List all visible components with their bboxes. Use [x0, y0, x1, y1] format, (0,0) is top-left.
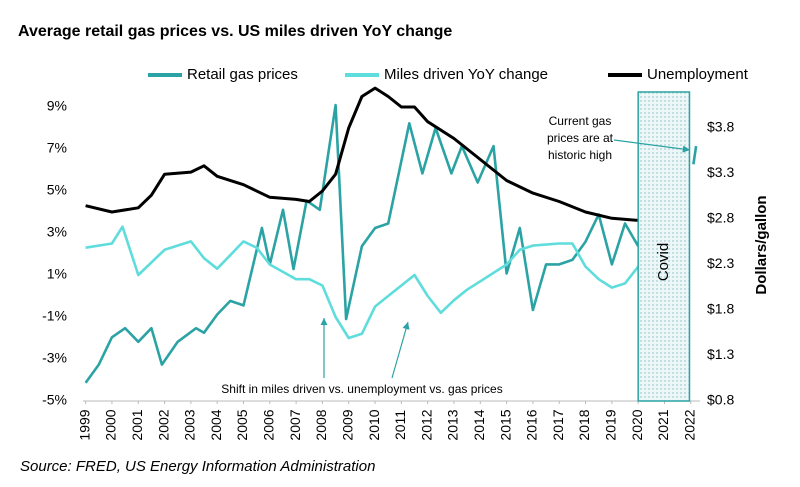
annotation-arrow — [391, 321, 410, 379]
x-tick-label: 2006 — [261, 409, 277, 440]
x-tick-label: 2004 — [208, 409, 224, 440]
x-tick-label: 2020 — [629, 409, 645, 440]
y2-tick-label: $2.3 — [707, 255, 734, 271]
chart-title: Average retail gas prices vs. US miles d… — [18, 23, 452, 40]
annotation: prices are at — [547, 131, 614, 145]
y-tick-label: 5% — [47, 182, 67, 198]
y-tick-label: 7% — [47, 140, 67, 156]
x-tick-label: 2013 — [445, 409, 461, 440]
y2-tick-label: $3.3 — [707, 164, 734, 180]
x-tick-label: 2011 — [392, 410, 408, 440]
x-tick-label: 2014 — [471, 409, 487, 440]
annotation: Shift in miles driven vs. unemployment v… — [221, 382, 502, 396]
y2-tick-label: $2.8 — [707, 210, 734, 226]
x-tick-label: 2022 — [681, 409, 697, 440]
y2-tick-label: $1.8 — [707, 301, 734, 317]
x-tick-label: 1999 — [76, 409, 92, 440]
legend-label: Unemployment — [647, 66, 749, 83]
x-tick-label: 2009 — [339, 409, 355, 440]
y2-tick-label: $3.8 — [707, 119, 734, 135]
series-line — [84, 103, 698, 384]
x-tick-label: 2015 — [497, 409, 513, 440]
annotation: historic high — [548, 148, 612, 162]
source: Source: FRED, US Energy Information Admi… — [20, 458, 375, 475]
x-tick-label: 2002 — [155, 409, 171, 440]
covid-region — [637, 91, 691, 402]
annotation: Current gas — [549, 114, 612, 128]
covid-label: Covid — [655, 243, 672, 281]
legend-label: Retail gas prices — [187, 66, 298, 83]
x-tick-label: 2016 — [524, 409, 540, 440]
y-tick-label: 1% — [47, 266, 67, 282]
x-tick-label: 2017 — [550, 409, 566, 440]
x-tick-label: 2000 — [103, 409, 119, 440]
x-tick-label: 2019 — [603, 409, 619, 440]
y2-tick-label: $1.3 — [707, 346, 734, 362]
legend-label: Miles driven YoY change — [384, 66, 548, 83]
y-tick-label: 3% — [47, 224, 67, 240]
annotation-arrow — [613, 139, 691, 153]
y-tick-label: -3% — [42, 350, 67, 366]
x-tick-label: 2021 — [655, 409, 671, 440]
x-tick-label: 2001 — [129, 409, 145, 440]
x-tick-label: 2018 — [576, 409, 592, 440]
x-tick-label: 2007 — [287, 409, 303, 440]
series-line — [85, 225, 640, 340]
x-tick-label: 2003 — [182, 409, 198, 440]
y2-tick-label: $0.8 — [707, 392, 734, 408]
y2-axis-label: Dollars/gallon — [753, 195, 770, 294]
x-tick-label: 2008 — [313, 409, 329, 440]
y-tick-label: 9% — [47, 98, 67, 114]
y-tick-label: -5% — [42, 392, 67, 408]
x-tick-label: 2010 — [366, 409, 382, 440]
x-tick-label: 2005 — [234, 409, 250, 440]
x-tick-label: 2012 — [418, 409, 434, 440]
y-tick-label: -1% — [42, 308, 67, 324]
